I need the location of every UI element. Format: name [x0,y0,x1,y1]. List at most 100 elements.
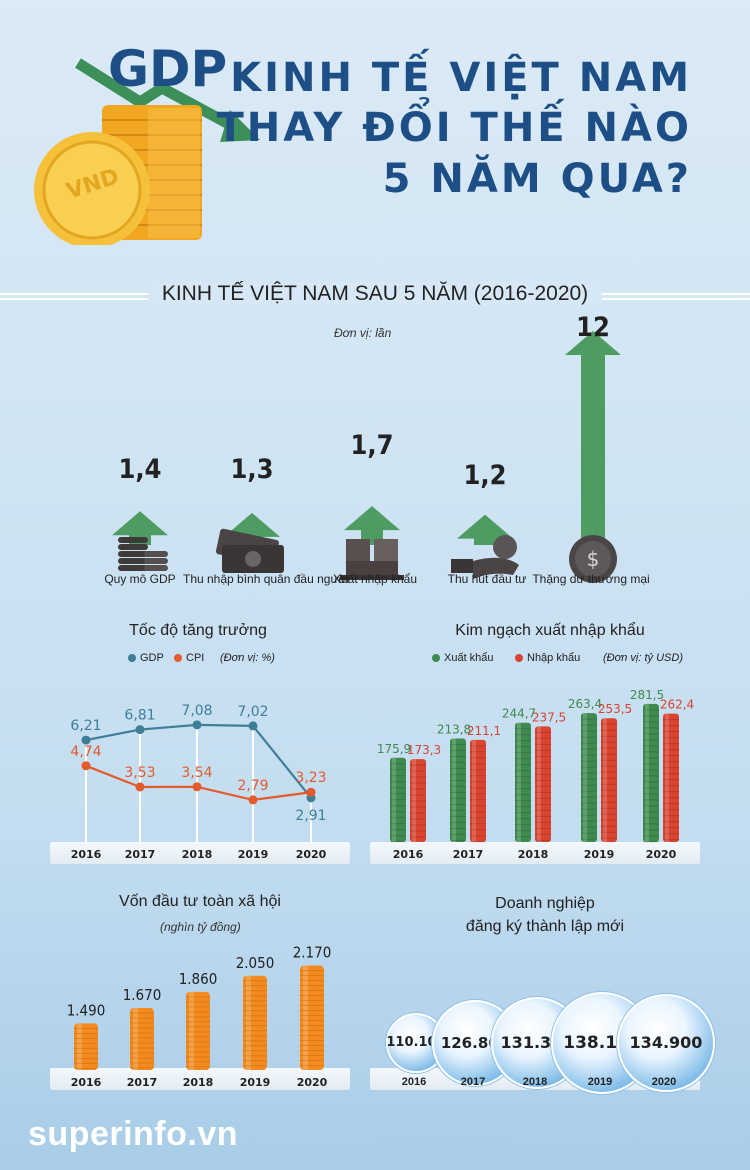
gdp-value-label: 6,81 [124,708,155,724]
enterprise-year-label: 2019 [587,1076,613,1088]
import-legend-label: Nhập khẩu [527,652,581,664]
enterprise-value-label: 134.900 [629,1033,703,1053]
indicator-arrow-0 [112,511,168,571]
growth-point-gdp [248,721,258,731]
import-legend-dot [515,654,523,663]
crate-icon [346,539,370,561]
coin-icon [144,558,168,564]
arrow-head [565,331,621,355]
bar-highlight [452,738,456,842]
growth-year-label: 2020 [296,848,327,861]
investment-year-label: 2017 [127,1076,158,1089]
gdp-value-label: 7,08 [181,703,212,719]
gdp-value-label: 6,21 [70,718,101,734]
import-value-label: 173,3 [407,743,441,757]
arrow-head [457,514,513,539]
bar-body [74,1023,98,1070]
cpi-value-label: 3,23 [295,770,326,786]
coin-icon [118,544,148,550]
indicator-label-income: Thu nhập bình quân đầu người [182,572,350,586]
cpi-value-label: 2,79 [237,778,268,794]
import-bar [663,713,679,842]
export-bar [450,738,466,842]
trade-year-label: 2019 [584,848,615,861]
investment-value-label: 2.170 [293,944,332,962]
investment-value-label: 1.860 [179,970,218,988]
trade-year-label: 2020 [646,848,677,861]
bar-highlight [645,703,649,842]
bar-highlight [603,718,607,842]
investment-bar [74,1023,98,1070]
indicator-value-income: 1,3 [230,454,274,485]
cpi-value-label: 4,74 [70,744,101,760]
cpi-legend-label: CPI [186,652,205,664]
investment-year-label: 2020 [297,1076,328,1089]
indicator-arrow-4: $ [565,331,621,583]
investment-title: Vốn đầu tư toàn xã hội [119,893,281,910]
import-value-label: 262,4 [660,698,694,712]
growth-baseline [50,842,350,864]
growth-point-cpi [135,782,145,792]
bar-body [515,722,531,842]
growth-legend-cpi: CPI [174,652,204,664]
bar-highlight [189,991,194,1070]
export-bar [643,703,659,843]
growth-point-cpi [248,795,258,805]
import-value-label: 211,1 [467,724,501,738]
coin-icon [118,551,148,557]
investment-chart: 1.490 2016 1.670 2017 1.860 2018 2.050 2019 2.17… [67,944,332,1089]
gdp-value-label: 2,91 [295,808,326,824]
growth-title: Tốc độ tăng trưởng [129,622,267,639]
hand-icon [451,559,473,573]
investment-bar [130,1008,154,1070]
indicator-value-gdp: 1,4 [118,454,162,485]
indicator-value-surplus: 12 [576,312,610,343]
growth-point-cpi [306,787,316,797]
arrow-head [344,506,400,531]
dollar-coin-icon [575,541,611,577]
coin-icon [118,537,148,543]
page-title-line-3: 5 NĂM QUA? [382,156,692,202]
hand-icon [473,557,519,579]
cpi-legend-dot [174,654,182,663]
enterprise-bubble: 134.900 [617,994,715,1092]
enterprise-year-label: 2016 [401,1076,427,1088]
gdp-legend-label: GDP [140,652,164,664]
export-bar [515,722,531,842]
investment-year-label: 2018 [183,1076,214,1089]
import-bar [535,726,551,842]
bar-highlight [537,726,541,842]
gdp-arrow-head [220,110,260,142]
indicator-label-trade: Xuất nhập khẩu [332,572,418,586]
trade-title: Kim ngạch xuất nhập khẩu [455,622,645,639]
trade-baseline [370,842,700,864]
bar-body [390,757,406,842]
vnd-coin-icon [34,132,150,245]
banknote-icon [245,551,261,567]
growth-year-label: 2019 [238,848,269,861]
bar-highlight [77,1023,82,1070]
indicators-unit: Đơn vị: lần [334,326,392,340]
trade-year-label: 2016 [393,848,424,861]
export-value-label: 281,5 [630,688,664,702]
trade-year-label: 2017 [453,848,484,861]
bar-body [450,738,466,842]
export-legend-label: Xuất khẩu [444,652,494,664]
crate-icon [346,561,398,577]
indicator-value-investment: 1,2 [463,460,507,491]
bar-body [535,726,551,842]
bar-body [643,703,659,842]
investment-year-label: 2019 [240,1076,271,1089]
crate-icon [374,539,398,561]
growth-year-label: 2018 [182,848,213,861]
page-title-line-2: THAY ĐỔI THẾ NÀO [216,105,692,151]
export-value-label: 175,9 [377,742,411,756]
enterprises-title-line-2: đăng ký thành lập mới [465,918,625,935]
trade-year-label: 2018 [518,848,549,861]
investment-bar [186,991,210,1070]
trade-unit: (Đơn vị: tỷ USD) [603,652,683,664]
import-bar [470,739,486,843]
investment-value-label: 2.050 [236,954,275,972]
investment-value-label: 1.490 [67,1001,106,1019]
